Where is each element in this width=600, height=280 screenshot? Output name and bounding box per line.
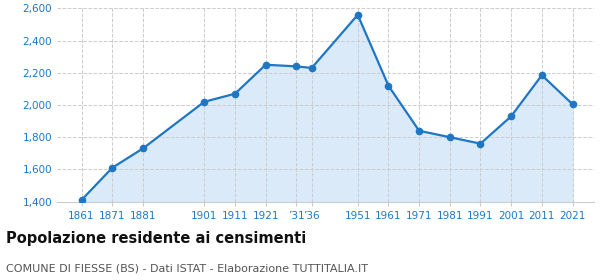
Text: Popolazione residente ai censimenti: Popolazione residente ai censimenti: [6, 231, 306, 246]
Text: COMUNE DI FIESSE (BS) - Dati ISTAT - Elaborazione TUTTITALIA.IT: COMUNE DI FIESSE (BS) - Dati ISTAT - Ela…: [6, 263, 368, 273]
